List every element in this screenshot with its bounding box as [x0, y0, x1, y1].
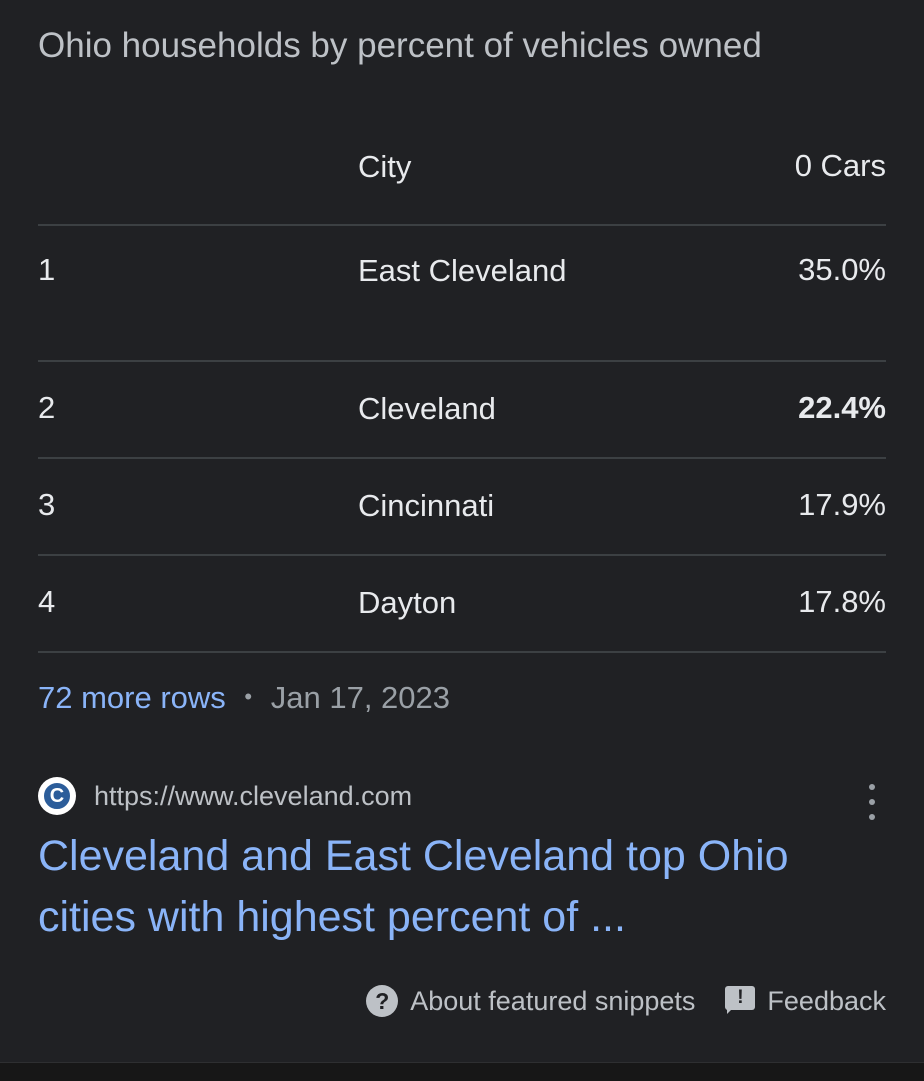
table-row: 3 Cincinnati 17.9%: [38, 459, 886, 556]
table-header-value: 0 Cars: [794, 148, 886, 183]
snippet-footer: ? About featured snippets ! Feedback: [366, 985, 886, 1017]
row-city: Cleveland: [358, 391, 496, 426]
snippet-date: Jan 17, 2023: [270, 680, 451, 715]
more-vert-icon[interactable]: [858, 784, 886, 820]
snippet-meta: 72 more rows • Jan 17, 2023: [38, 680, 450, 716]
row-city: Cincinnati: [358, 488, 495, 523]
snippet-title: Ohio households by percent of vehicles o…: [38, 26, 762, 65]
result-title-link[interactable]: Cleveland and East Cleveland top Ohio ci…: [38, 832, 789, 941]
row-value: 17.9%: [798, 487, 886, 522]
table-header-city: City: [358, 149, 412, 184]
row-value-highlighted: 22.4%: [798, 390, 886, 425]
row-city: East Cleveland: [358, 253, 567, 288]
table-row: 1 East Cleveland 35.0%: [38, 226, 886, 362]
favicon-letter: C: [42, 781, 72, 811]
more-rows-link[interactable]: 72 more rows: [38, 680, 226, 715]
table-row: 2 Cleveland 22.4%: [38, 362, 886, 459]
table-header-row: City 0 Cars: [38, 128, 886, 226]
cleveland-favicon-icon: C: [38, 777, 76, 815]
kebab-dot: [869, 814, 875, 820]
bottom-divider: [0, 1062, 924, 1081]
snippet-table: City 0 Cars 1 East Cleveland 35.0% 2 Cle…: [38, 128, 886, 653]
table-row: 4 Dayton 17.8%: [38, 556, 886, 653]
row-city: Dayton: [358, 585, 457, 620]
feedback-icon-tail: [727, 1006, 736, 1014]
kebab-dot: [869, 799, 875, 805]
row-value: 17.8%: [798, 584, 886, 619]
about-featured-snippets-link[interactable]: About featured snippets: [410, 985, 696, 1016]
meta-separator: •: [244, 684, 253, 709]
question-circle-icon[interactable]: ?: [366, 985, 399, 1017]
source-row[interactable]: C https://www.cleveland.com: [38, 776, 412, 816]
row-rank: 2: [38, 390, 56, 425]
feedback-icon[interactable]: !: [725, 986, 756, 1016]
row-value: 35.0%: [798, 252, 886, 287]
row-rank: 4: [38, 584, 56, 619]
feedback-link[interactable]: Feedback: [767, 985, 886, 1016]
kebab-dot: [869, 784, 875, 790]
source-url[interactable]: https://www.cleveland.com: [94, 780, 413, 811]
row-rank: 1: [38, 252, 56, 287]
row-rank: 3: [38, 487, 56, 522]
